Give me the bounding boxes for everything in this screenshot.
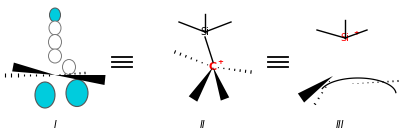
Text: +: + <box>353 30 359 36</box>
Polygon shape <box>298 76 333 103</box>
Text: Si: Si <box>200 27 210 37</box>
Text: I: I <box>54 120 56 130</box>
Polygon shape <box>189 67 213 102</box>
Ellipse shape <box>48 49 62 63</box>
Text: C: C <box>209 62 217 72</box>
Text: +: + <box>217 59 223 65</box>
Text: III: III <box>336 120 344 130</box>
Ellipse shape <box>66 79 88 107</box>
Ellipse shape <box>50 8 60 22</box>
Text: Si: Si <box>340 33 350 43</box>
Ellipse shape <box>48 34 62 50</box>
Text: II: II <box>200 120 206 130</box>
Polygon shape <box>55 75 106 85</box>
Ellipse shape <box>49 21 61 35</box>
Ellipse shape <box>35 82 55 108</box>
Ellipse shape <box>62 60 76 74</box>
Polygon shape <box>213 67 229 101</box>
Polygon shape <box>12 63 55 75</box>
